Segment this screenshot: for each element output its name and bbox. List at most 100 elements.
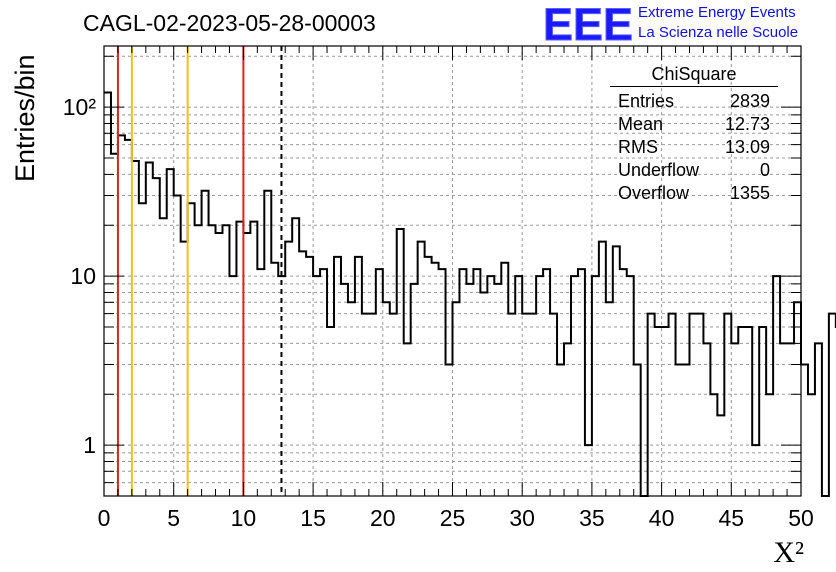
histogram-bin — [264, 191, 271, 496]
histogram-bin — [118, 135, 125, 496]
x-tick-label: 30 — [509, 505, 535, 531]
logo-line2: La Scienza nelle Scuole — [638, 24, 799, 41]
histogram-bin — [453, 302, 460, 496]
histogram-bin — [411, 284, 418, 496]
histogram-bin — [418, 242, 425, 496]
histogram-bin — [271, 263, 278, 496]
histogram-bin — [752, 445, 759, 496]
histogram-bin — [146, 163, 153, 496]
stats-label: Underflow — [618, 160, 700, 180]
histogram-bin — [216, 233, 223, 496]
x-tick-label: 15 — [300, 505, 326, 531]
histogram-bin — [745, 327, 752, 496]
stats-value: 0 — [759, 160, 770, 180]
histogram-bin — [829, 314, 836, 496]
histogram-bin — [132, 161, 139, 496]
histogram-bin — [188, 203, 195, 496]
histogram-bin — [153, 178, 160, 496]
histogram-bin — [529, 314, 536, 496]
histogram-bin — [285, 242, 292, 496]
histogram-bin — [648, 314, 655, 496]
histogram-bin — [522, 314, 529, 496]
histogram-bin — [494, 284, 501, 496]
histogram-bin — [683, 364, 690, 496]
x-tick-label: 40 — [649, 505, 675, 531]
histogram-bin — [808, 394, 815, 496]
histogram-bin — [432, 263, 439, 496]
histogram-bin — [104, 93, 111, 496]
histogram-bin — [731, 343, 738, 496]
histogram-bin — [473, 269, 480, 496]
histogram-bin — [334, 257, 341, 496]
histogram-bin — [299, 251, 306, 496]
histogram-bin — [557, 364, 564, 496]
histogram-bin — [404, 343, 411, 496]
histogram-bin — [195, 225, 202, 496]
histogram-bin — [327, 327, 334, 496]
x-tick-label: 5 — [167, 505, 180, 531]
histogram-bin — [487, 276, 494, 496]
stats-value: 12.73 — [724, 114, 770, 134]
histogram-bin — [696, 314, 703, 496]
y-axis-label: Entries/bin — [10, 54, 40, 182]
x-tick-label: 50 — [788, 505, 814, 531]
histogram-bin — [202, 191, 209, 496]
histogram-bin — [501, 263, 508, 496]
histogram-bin — [167, 169, 174, 496]
histogram-bin — [480, 293, 487, 496]
stats-label: RMS — [618, 137, 658, 157]
stats-row: Underflow 0 — [610, 159, 778, 182]
histogram-bin — [620, 269, 627, 496]
histogram-bin — [655, 327, 662, 496]
stats-name: ChiSquare — [610, 64, 778, 87]
stats-row: Overflow 1355 — [610, 182, 778, 205]
histogram-bin — [508, 314, 515, 496]
logo-line1: Extreme Energy Events — [638, 4, 796, 21]
histogram-bin — [446, 364, 453, 496]
stats-row: Mean 12.73 — [610, 113, 778, 136]
y-tick-label: 10 — [70, 263, 96, 289]
histogram-bin — [181, 242, 188, 496]
histogram-bin — [229, 276, 236, 496]
stats-box: ChiSquare Entries 2839 Mean 12.73 RMS 13.09 Un… — [610, 64, 778, 205]
histogram-bin — [236, 222, 243, 496]
histogram-bin — [717, 415, 724, 496]
y-tick-label: 1 — [83, 432, 96, 458]
histogram-bin — [815, 343, 822, 496]
stats-label: Mean — [618, 114, 664, 134]
histogram-bin — [341, 284, 348, 496]
histogram-bin — [536, 276, 543, 496]
stats-value: 2839 — [729, 91, 770, 111]
x-tick-label: 20 — [370, 505, 396, 531]
histogram-bin — [794, 302, 801, 496]
histogram-bin — [676, 364, 683, 496]
stats-row: Entries 2839 — [610, 90, 778, 113]
histogram-bin — [669, 314, 676, 496]
stats-value: 13.09 — [724, 137, 770, 157]
histogram-bin — [689, 314, 696, 496]
histogram-bin — [160, 218, 167, 496]
histogram-bin — [459, 269, 466, 496]
histogram-bin — [125, 140, 132, 496]
histogram-bin — [320, 269, 327, 496]
histogram-bin — [662, 327, 669, 496]
histogram-bin — [627, 276, 634, 496]
histogram-bin — [599, 242, 606, 496]
histogram-bin — [571, 276, 578, 496]
histogram-bin — [466, 284, 473, 496]
histogram-bin — [564, 343, 571, 496]
histogram-bin — [766, 394, 773, 496]
stats-label: Entries — [618, 91, 675, 111]
histogram-bin — [425, 257, 432, 496]
histogram-bin — [209, 225, 216, 496]
y-tick-label: 10² — [63, 94, 97, 120]
histogram-bin — [369, 314, 376, 496]
histogram-bin — [585, 445, 592, 496]
histogram-bin — [780, 343, 787, 496]
svg-text:EEE: EEE — [543, 2, 633, 46]
histogram-bin — [550, 314, 557, 496]
x-tick-label: 35 — [579, 505, 605, 531]
histogram-bin — [355, 257, 362, 496]
x-tick-label: 0 — [98, 505, 111, 531]
histogram-series — [104, 91, 836, 497]
